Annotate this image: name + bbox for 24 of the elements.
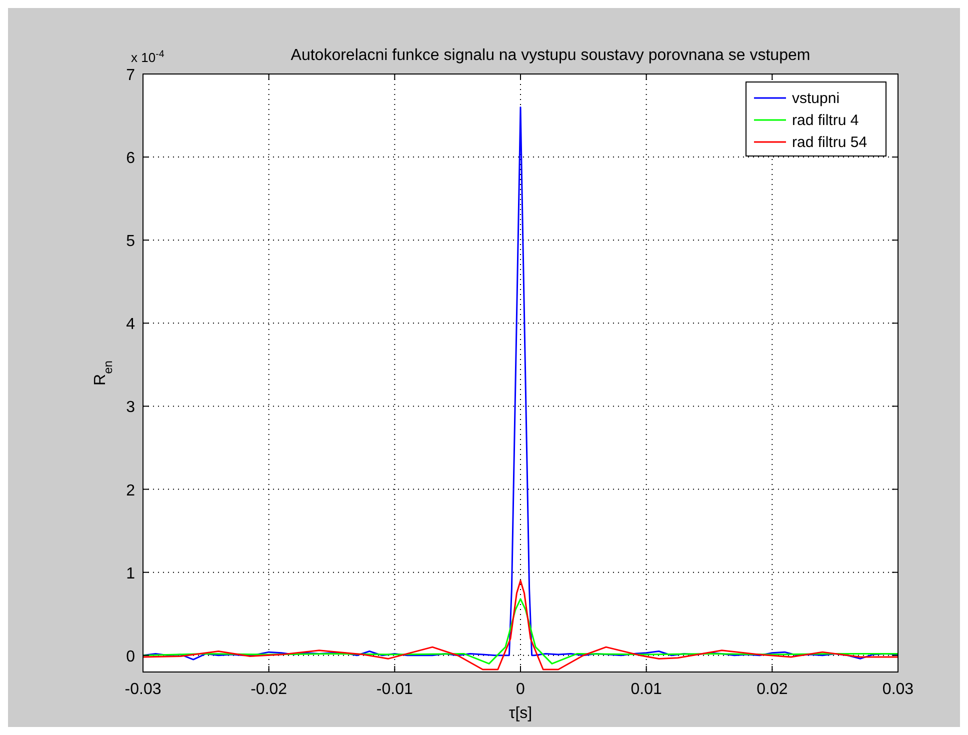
x-tick-label: -0.02: [250, 681, 288, 698]
y-tick-label: 0: [126, 648, 136, 666]
line-series: [143, 106, 898, 660]
text: x 10$^{-4}$: [131, 48, 165, 65]
x-tick-label: -0.03: [124, 681, 162, 698]
line-series: [143, 580, 898, 670]
x-tick-label: -0.01: [376, 681, 414, 698]
y-tick-label: 3: [126, 399, 136, 416]
y-tick-label: 5: [126, 233, 136, 250]
chart-title: Autokorelacni funkce signalu na vystupu soustavy porovnana se vstupem: [290, 47, 810, 64]
line-series: [143, 598, 898, 664]
x-tick-label: 0.01: [630, 681, 662, 698]
y-tick-label: 6: [126, 150, 136, 168]
x-tick-label: 0.02: [756, 681, 788, 698]
y-tick-label: 2: [126, 482, 136, 500]
x-tick-label: 0.03: [882, 681, 914, 698]
x-axis-title: τ[s]: [508, 705, 532, 722]
x-tick-label: 0: [516, 681, 526, 698]
y-tick-label: 4: [126, 316, 136, 334]
legend-label: rad filtru 54: [792, 134, 868, 151]
y-tick-label: 1: [126, 565, 136, 582]
legend-label: vstupni: [792, 90, 840, 107]
y-tick-label: 7: [126, 67, 136, 84]
legend-label: rad filtru 4: [792, 112, 859, 129]
